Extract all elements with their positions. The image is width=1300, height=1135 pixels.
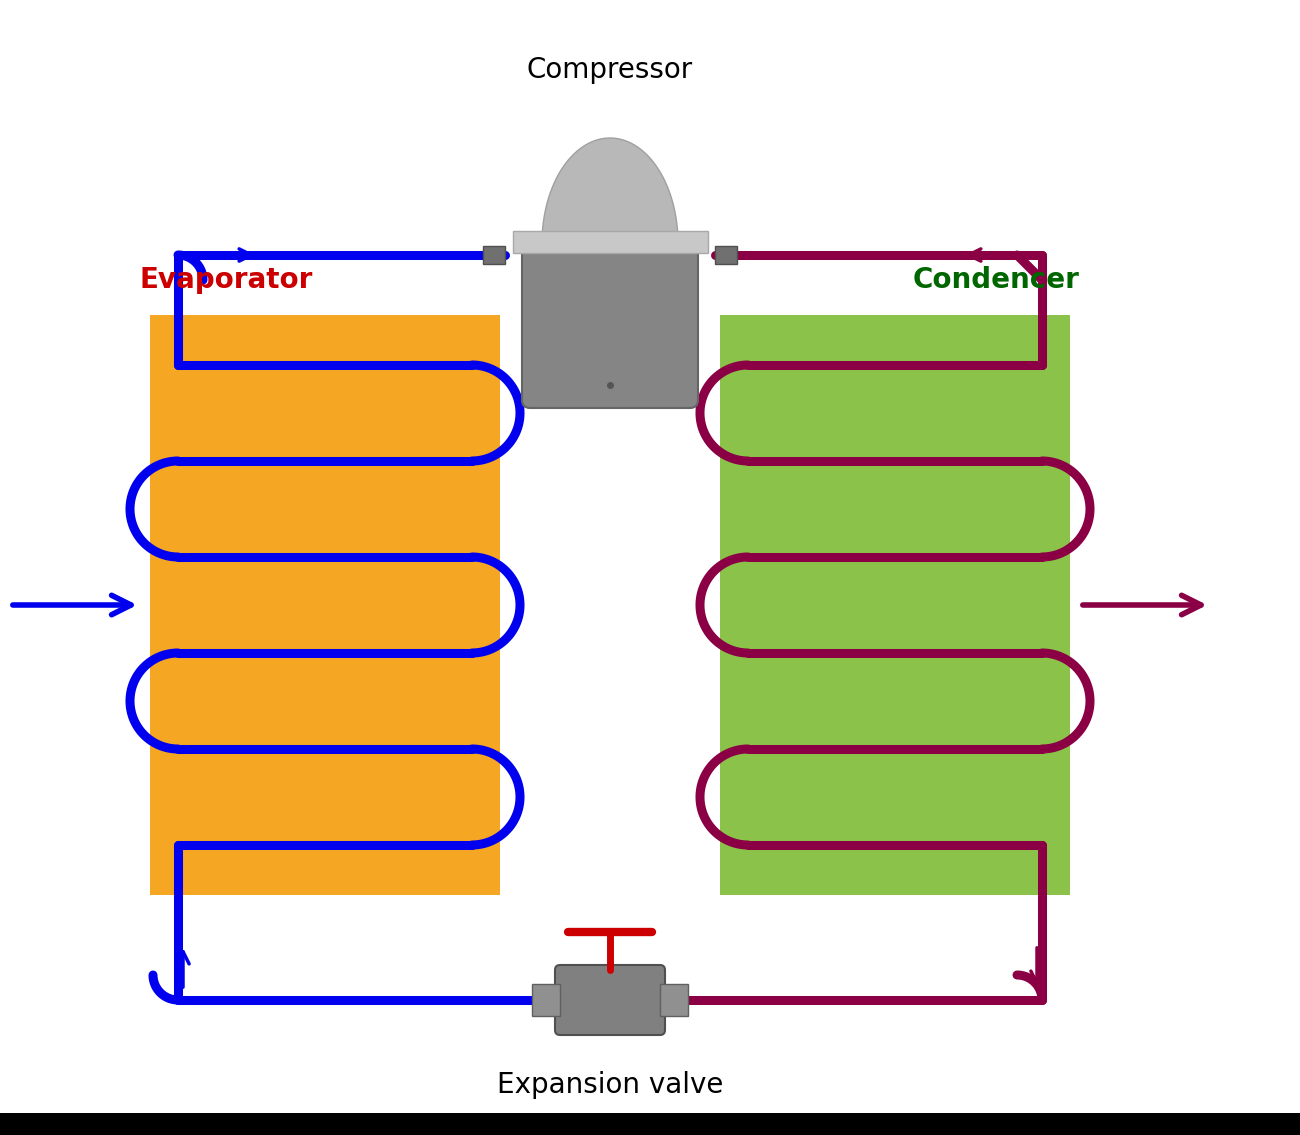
Bar (512, 232, 707, 253)
Bar (532, 984, 560, 1016)
Bar (484, 246, 504, 264)
Bar (720, 316, 1070, 896)
Bar (715, 246, 737, 264)
Bar (0, 1113, 1300, 1135)
Text: Condencer: Condencer (913, 266, 1080, 294)
Text: Expansion valve: Expansion valve (497, 1071, 723, 1099)
Polygon shape (542, 138, 679, 243)
Bar (660, 984, 688, 1016)
Text: Evaporator: Evaporator (140, 266, 313, 294)
FancyBboxPatch shape (523, 247, 698, 407)
Bar (150, 316, 500, 896)
Text: Compressor: Compressor (526, 56, 693, 84)
FancyBboxPatch shape (555, 965, 666, 1035)
